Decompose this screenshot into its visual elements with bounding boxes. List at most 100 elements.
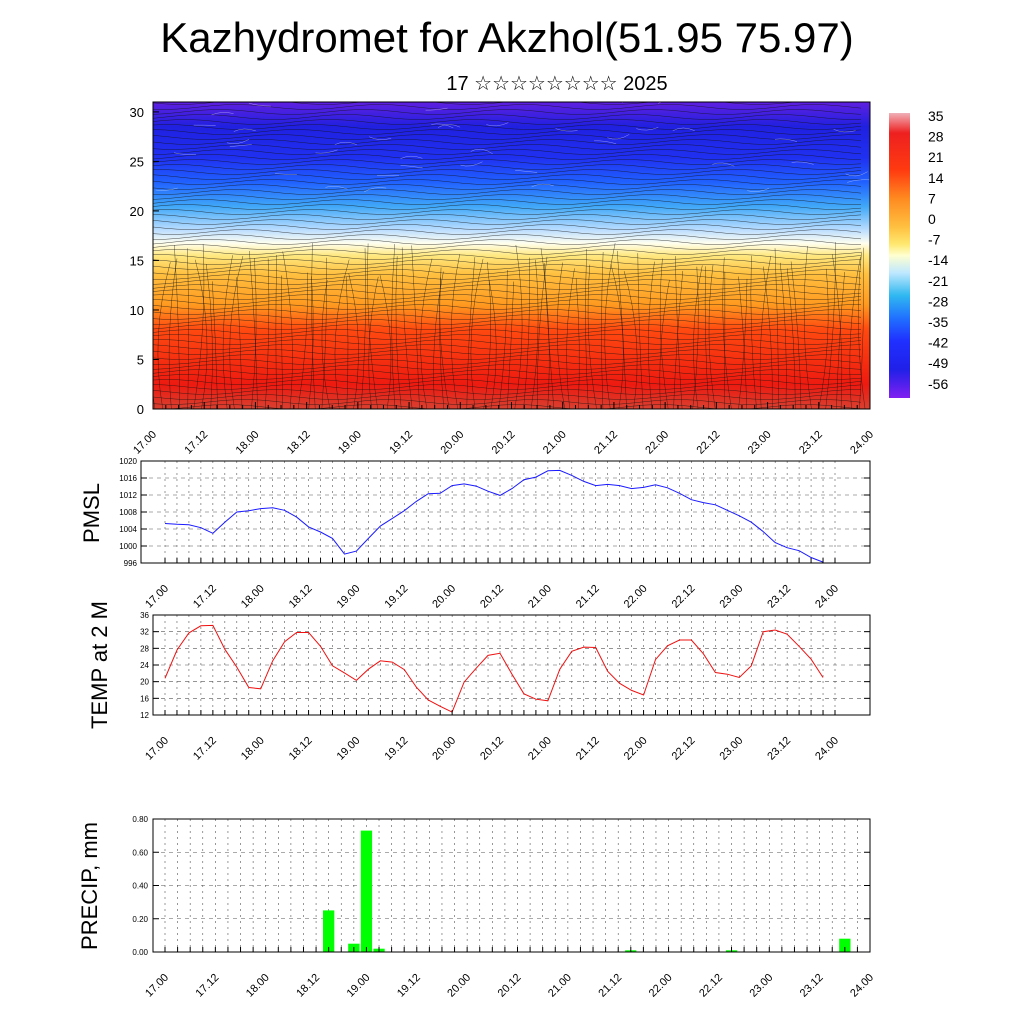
wind-streamline-h bbox=[153, 359, 862, 365]
wind-streamline-v bbox=[206, 263, 213, 409]
wind-streamline-v bbox=[604, 243, 616, 409]
wind-streamline-v bbox=[673, 270, 684, 409]
cross-section-y-tick-label: 25 bbox=[130, 154, 144, 169]
temp-isoline bbox=[229, 144, 252, 147]
wind-streamline-h bbox=[153, 364, 862, 370]
wind-streamline-h bbox=[153, 394, 862, 400]
temp-isoline bbox=[847, 179, 870, 183]
wind-streamline-h bbox=[153, 224, 862, 230]
wind-streamline-h bbox=[153, 169, 862, 175]
wind-streamline-v bbox=[543, 263, 555, 409]
wind-streamline-v bbox=[439, 277, 450, 409]
wind-streamline-h bbox=[153, 294, 862, 300]
wind-streamline-h bbox=[153, 114, 862, 120]
wind-streamline-h bbox=[153, 399, 862, 405]
precip-bar bbox=[360, 830, 373, 952]
wind-streamline-h bbox=[153, 124, 862, 130]
pmsl-x-tick-label: 18.00 bbox=[239, 583, 267, 611]
temp-isoline bbox=[531, 183, 554, 188]
wind-streamline-h bbox=[153, 404, 862, 409]
temp-y-tick-label: 20 bbox=[140, 678, 149, 687]
cross-section-x-tick-label: 19.12 bbox=[387, 429, 415, 457]
wind-streamline-v bbox=[523, 257, 530, 409]
wind-streamline-v bbox=[585, 249, 589, 409]
temp-y-axis: 12 16 20 24 28 32 36 bbox=[140, 611, 870, 720]
cross-section-x-tick-label: 23.12 bbox=[797, 429, 825, 457]
precip-x-tick-label: 17.00 bbox=[143, 972, 171, 1000]
temp-isoline bbox=[211, 112, 234, 116]
temp-isoline bbox=[400, 165, 423, 169]
wind-streamline-h bbox=[153, 199, 862, 205]
wind-streamline-h bbox=[153, 119, 862, 125]
cross-section-x-tick-label: 22.12 bbox=[695, 429, 723, 457]
pmsl-x-tick-label: 20.00 bbox=[430, 583, 458, 611]
wind-streamline-v bbox=[275, 254, 278, 409]
temp-isoline bbox=[431, 123, 454, 129]
precip-x-tick-label: 21.12 bbox=[596, 972, 624, 1000]
wind-streamline-h bbox=[153, 309, 862, 315]
wind-streamline-h bbox=[153, 164, 862, 170]
wind-streamline-v bbox=[311, 242, 316, 409]
precip-y-tick-label: 0.20 bbox=[132, 915, 148, 924]
wind-streamline-v bbox=[774, 248, 780, 409]
wind-streamline-v bbox=[297, 272, 308, 409]
temp-isoline bbox=[226, 139, 250, 145]
pmsl-y-tick-label: 1004 bbox=[119, 525, 137, 534]
precip-x-tick-label: 19.12 bbox=[395, 972, 423, 1000]
wind-streamline-v bbox=[575, 278, 580, 409]
wind-streamline-v bbox=[308, 276, 314, 409]
precip-x-tick-label: 17.12 bbox=[194, 972, 222, 1000]
wind-streamline-h bbox=[153, 274, 862, 280]
colorbar-label: 14 bbox=[928, 170, 944, 186]
wind-streamline-h bbox=[153, 324, 862, 330]
cross-section-y-tick-label: 5 bbox=[137, 352, 144, 367]
precip-bars bbox=[323, 830, 851, 952]
wind-streamline-v bbox=[859, 247, 865, 409]
temp-y-tick-label: 12 bbox=[140, 711, 149, 720]
wind-streamline-h bbox=[153, 194, 862, 200]
wind-streamline-h bbox=[153, 109, 862, 115]
temp-isoline bbox=[369, 136, 392, 140]
wind-streamline-h bbox=[153, 184, 862, 190]
wind-streamline-v bbox=[506, 281, 515, 409]
pmsl-x-tick-label: 24.00 bbox=[813, 583, 841, 611]
wind-streamline-h bbox=[153, 159, 862, 165]
temp-y-axis-label: TEMP at 2 M bbox=[87, 601, 112, 729]
wind-streamline-v bbox=[724, 271, 726, 409]
wind-streamline-v bbox=[264, 258, 270, 409]
precip-x-tick-label: 18.12 bbox=[294, 972, 322, 1000]
wind-streamline-h bbox=[153, 209, 862, 215]
wind-streamline-v bbox=[401, 247, 413, 409]
pmsl-y-axis-label: PMSL bbox=[79, 483, 104, 543]
wind-streamline-v bbox=[836, 272, 845, 409]
wind-streamline-h bbox=[153, 144, 862, 150]
wind-streamline-v bbox=[433, 271, 444, 409]
pmsl-x-tick-label: 17.12 bbox=[191, 583, 219, 611]
wind-streamline-v bbox=[722, 257, 732, 409]
wind-streamline-v bbox=[818, 268, 829, 409]
colorbar-label: 7 bbox=[928, 190, 936, 206]
temp-isoline bbox=[791, 161, 814, 165]
temp-x-tick-label: 20.00 bbox=[430, 735, 458, 763]
cross-section-y-tick-label: 30 bbox=[130, 105, 144, 120]
wind-streamline-h bbox=[153, 229, 862, 235]
wind-streamline-h bbox=[153, 154, 862, 160]
wind-streamline-v bbox=[557, 262, 566, 409]
colorbar-label: -14 bbox=[928, 252, 948, 268]
wind-streamline-v bbox=[229, 255, 244, 409]
wind-streamline-h bbox=[153, 189, 862, 195]
wind-streamline-h bbox=[153, 319, 862, 325]
colorbar-label: -42 bbox=[928, 335, 948, 351]
wind-streamline-v bbox=[395, 256, 402, 409]
precip-x-tick-label: 23.12 bbox=[798, 972, 826, 1000]
wind-streamline-v bbox=[675, 256, 683, 409]
temp-isoline bbox=[233, 128, 256, 132]
pmsl-y-axis: 996 1000 1004 1008 1012 1016 1020 bbox=[119, 457, 870, 568]
temp-isoline bbox=[274, 173, 297, 175]
cross-section-x-tick-label: 22.00 bbox=[643, 429, 671, 457]
wind-streamline-h bbox=[153, 349, 862, 355]
precip-x-axis: 17.00 17.12 18.00 18.12 19.00 19.12 20.00 20.12… bbox=[143, 972, 876, 1000]
pmsl-x-tick-label: 20.12 bbox=[478, 583, 506, 611]
wind-streamline-h bbox=[153, 279, 862, 285]
pmsl-y-tick-label: 1012 bbox=[119, 491, 137, 500]
